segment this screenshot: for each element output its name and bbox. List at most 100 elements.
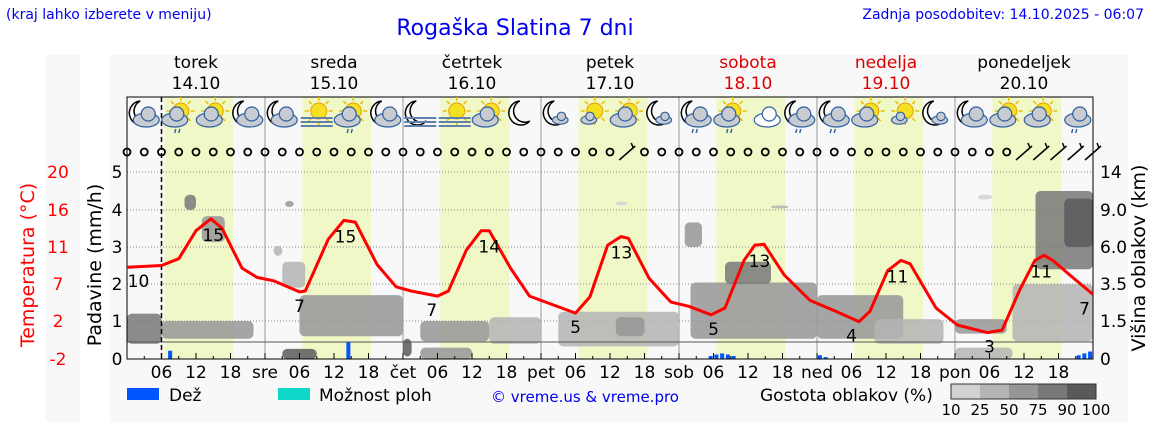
rain-legend-label: Dež (169, 386, 202, 406)
temperature-extreme-label: 4 (846, 327, 857, 347)
hour-label: 06 (841, 363, 863, 383)
calm-wind-icon (433, 147, 442, 157)
calm-wind-icon (364, 147, 373, 157)
calm-wind-icon (760, 147, 770, 157)
cloud-height-tick: 0 (1100, 350, 1111, 370)
copyright-link[interactable]: © vreme.us & vreme.pro (491, 388, 679, 406)
calm-wind-icon (277, 147, 287, 157)
rain-bar (1082, 353, 1087, 359)
precipitation-tick: 0 (112, 350, 123, 370)
cloud-height-axis-label: Višina oblakov (km) (1128, 165, 1150, 352)
sun-cloud-icon (851, 97, 885, 128)
sun-cloud-rain-icon (161, 97, 195, 134)
hour-label: 12 (461, 363, 483, 383)
hour-label: 18 (496, 363, 518, 383)
temperature-extreme-label: 7 (294, 297, 305, 317)
cloud-height-tick: 14 (1100, 163, 1122, 183)
cloud-density-swatch (1038, 384, 1067, 399)
rain-bar (346, 342, 351, 359)
cloud-layer (282, 261, 306, 288)
calm-wind-icon (312, 147, 322, 157)
temperature-axis-panel (45, 55, 80, 422)
moon-cloud-rain-icon (818, 100, 850, 134)
cloud-density-step: 25 (970, 401, 989, 419)
location-hint[interactable]: (kraj lahko izberete v meniju) (6, 7, 212, 23)
temperature-tick: 20 (47, 163, 69, 183)
temperature-extreme-label: 13 (611, 244, 633, 264)
cloud-layer (420, 347, 472, 359)
hour-label: 18 (772, 363, 794, 383)
calm-wind-icon (847, 147, 856, 157)
calm-wind-icon (916, 147, 925, 157)
precipitation-tick: 4 (112, 201, 123, 221)
moon-cloud-icon (956, 100, 988, 128)
cloud-height-tick: 1.5 (1100, 312, 1127, 332)
calm-wind-icon (778, 147, 787, 157)
cloud-density-step: 50 (999, 401, 1018, 419)
temperature-tick: 16 (47, 201, 69, 221)
day-abbr-tick: ned (801, 363, 833, 383)
temperature-extreme-label: 7 (426, 301, 437, 321)
moon-cloud-small-icon (922, 100, 949, 126)
temperature-extreme-label: 14 (478, 238, 500, 258)
hour-label: 18 (220, 363, 242, 383)
temperature-extreme-label: 7 (1079, 299, 1090, 319)
cloud-layer (420, 321, 490, 342)
cloud-density-swatch (980, 384, 1009, 399)
hour-label: 06 (979, 363, 1001, 383)
rain-bar (1076, 355, 1081, 359)
hour-label: 12 (737, 363, 759, 383)
temperature-tick: 2 (53, 312, 64, 332)
day-date: 16.10 (448, 74, 497, 94)
precipitation-tick: 5 (112, 163, 123, 183)
calm-wind-icon (640, 147, 649, 157)
calm-wind-icon (260, 147, 270, 157)
wind-barb-icon (1032, 145, 1050, 161)
hour-label: 12 (599, 363, 621, 383)
day-date: 15.10 (310, 74, 359, 94)
cloud-density-step: 75 (1028, 401, 1047, 419)
day-date: 14.10 (172, 74, 221, 94)
cloud-layer (771, 205, 789, 209)
day-date: 17.10 (586, 74, 635, 94)
sun-cloud-icon (989, 97, 1023, 128)
day-name: sobota (719, 53, 777, 73)
hour-label: 06 (565, 363, 587, 383)
day-abbr-tick: pon (939, 363, 971, 383)
calm-wind-icon (295, 147, 304, 157)
temperature-extreme-label: 3 (984, 338, 995, 358)
cloud-layer (403, 338, 412, 357)
cloud-height-tick: 6.0 (1100, 238, 1127, 258)
day-name: torek (174, 53, 218, 73)
temperature-extreme-label: 13 (749, 252, 771, 272)
sun-small-cloud-icon (890, 97, 920, 125)
sun-cloud-rain-icon (713, 97, 747, 134)
precipitation-tick: 3 (112, 238, 123, 258)
cloud-density-swatch (1067, 384, 1096, 399)
sun-fog-icon (300, 97, 333, 127)
calm-wind-icon (415, 147, 425, 157)
rain-bar (823, 357, 828, 359)
cloud-density-step: 100 (1082, 401, 1111, 419)
cloud-layer (184, 194, 196, 210)
day-date: 18.10 (724, 74, 773, 94)
calm-wind-icon (484, 147, 494, 157)
temperature-extreme-label: 15 (335, 227, 357, 247)
calm-wind-icon (605, 147, 615, 157)
cloud-layer (489, 317, 541, 344)
sun-cloud-icon (1023, 97, 1058, 128)
day-abbr-tick: pet (527, 363, 555, 383)
day-name: ponedeljek (977, 53, 1071, 73)
temperature-extreme-label: 5 (570, 318, 581, 338)
day-date: 19.10 (862, 74, 911, 94)
calm-wind-icon (864, 147, 874, 157)
cloud-layer (299, 295, 403, 337)
cloud-density-scale-frame (950, 383, 1097, 400)
cloud-layer (874, 319, 944, 344)
day-name: četrtek (442, 53, 503, 73)
calm-wind-icon (933, 147, 943, 157)
calm-wind-icon (967, 147, 977, 157)
moon-cloud-icon (266, 100, 298, 128)
calm-wind-icon (467, 147, 477, 157)
cloud-layer (690, 282, 817, 339)
